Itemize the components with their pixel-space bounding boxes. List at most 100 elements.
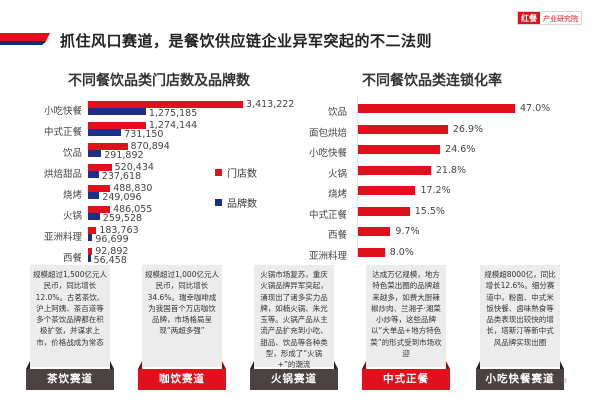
chain-rate-value: 47.0%: [520, 103, 551, 114]
left-chart-row: 烧烤 488,830 249,096: [0, 184, 300, 205]
card-label: 中式正餐: [362, 369, 450, 390]
right-chart-row: 西餐 9.7%: [300, 225, 600, 245]
chain-rate-value: 15.5%: [414, 205, 445, 217]
legend-item-brands: 品牌数: [215, 195, 257, 210]
sector-card: 规模超过1,000亿元人民币，同比增长34.6%。瑞幸咖啡成为我国首个万店咖饮品…: [138, 265, 226, 390]
store-count-value: 870,894: [130, 141, 170, 152]
card-label: 火锅赛道: [250, 369, 338, 390]
category-label: 亚洲料理: [43, 232, 82, 243]
sector-card: 规模超过1,500亿元人民币，同比增长12.0%。古茗茶饮、沪上阿姨、茶百道等多…: [26, 265, 114, 390]
chain-rate-value: 26.9%: [452, 123, 484, 135]
chain-rate-bar: [358, 104, 515, 113]
card-description: 达成万亿规模，地方特色菜出圈的品牌越来越多，如费大厨辣椒炒肉、兰湘子·湘菜小炒等…: [366, 265, 446, 367]
card-description: 规模超过1,500亿元人民币，同比增长12.0%。古茗茶饮、沪上阿姨、茶百道等多…: [30, 265, 110, 367]
store-count-value: 183,763: [99, 225, 139, 236]
legend-swatch-red: [215, 169, 222, 176]
category-label: 小吃快餐: [43, 106, 82, 117]
store-count-bar: [88, 164, 112, 171]
brand-count-value: 249,096: [102, 192, 142, 203]
store-count-bar: [88, 206, 111, 213]
right-chart-axis: [357, 95, 358, 257]
sector-card: 达成万亿规模，地方特色菜出圈的品牌越来越多，如费大厨辣椒炒肉、兰湘子·湘菜小炒等…: [362, 265, 450, 390]
category-label: 面包烘焙: [308, 127, 347, 139]
brand-count-value: 56,458: [93, 255, 127, 266]
right-chart-row: 中式正餐 15.5%: [300, 205, 600, 225]
chain-rate-value: 8.0%: [389, 246, 414, 258]
card-description: 规模超过1,000亿元人民币，同比增长34.6%。瑞幸咖啡成为我国首个万店咖饮品…: [142, 265, 222, 367]
category-label: 西餐: [62, 253, 82, 264]
right-chart-row: 小吃快餐 24.6%: [300, 143, 600, 163]
page-title: 抓住风口赛道，是餐饮供应链企业异军突起的不二法则: [60, 32, 433, 50]
store-count-bar: [88, 143, 128, 150]
store-count-bar: [88, 248, 93, 255]
brand-count-value: 731,150: [124, 129, 164, 140]
left-chart-row: 亚洲料理 183,763 96,699: [0, 226, 300, 247]
store-count-value: 3,413,222: [246, 99, 295, 110]
category-label: 中式正餐: [308, 209, 347, 221]
store-count-value: 486,055: [113, 204, 153, 215]
chain-rate-value: 21.8%: [435, 164, 466, 176]
legend-label: 门店数: [227, 169, 257, 180]
chain-rate-value: 24.6%: [445, 144, 476, 155]
legend-item-stores: 门店数: [215, 165, 257, 180]
logo: 红餐 产业研究院: [517, 11, 582, 25]
store-count-value: 488,830: [113, 183, 153, 194]
brand-count-value: 1,275,185: [148, 108, 198, 119]
store-count-bar: [88, 227, 97, 234]
right-chart-title: 不同餐饮品类连锁化率: [362, 73, 502, 89]
brand-count-bar: [88, 255, 91, 262]
chain-rate-value: 9.7%: [395, 226, 420, 237]
chain-rate-bar: [358, 186, 416, 195]
left-chart-row: 西餐 92,892 56,458: [0, 247, 300, 268]
category-label: 火锅: [327, 168, 347, 180]
left-chart-title: 不同餐饮品类门店数及品牌数: [68, 73, 250, 89]
card-fold-right: [560, 361, 564, 369]
right-chart-row: 亚洲料理 8.0%: [300, 246, 600, 266]
card-description: 火锅市场复苏，重庆火锅品牌异军突起，涌现出了诸多实力品牌，如楠火锅、朱光玉等。火…: [254, 265, 334, 369]
right-chart-row: 饮品 47.0%: [300, 102, 600, 122]
card-fold-left: [26, 361, 30, 369]
right-chart-row: 面包烘焙 26.9%: [300, 123, 600, 143]
store-count-bar: [88, 101, 243, 108]
chain-rate-value: 17.2%: [420, 185, 451, 196]
card-label: 小吃快餐赛道: [476, 369, 564, 390]
card-description: 规模超8000亿，同比增长12.6%。细分赛道中，粉面、中式米饭快餐、卤味熟食等…: [480, 265, 560, 367]
logo-mark: 红餐: [518, 12, 540, 24]
category-label: 小吃快餐: [308, 148, 347, 159]
card-fold-right: [222, 361, 226, 369]
category-label: 饮品: [62, 148, 82, 159]
logo-text: 产业研究院: [540, 12, 581, 24]
left-chart-row: 小吃快餐 3,413,222 1,275,185: [0, 100, 300, 121]
right-chart-row: 火锅 21.8%: [300, 164, 600, 184]
legend-label: 品牌数: [227, 199, 257, 210]
chain-rate-bar: [358, 206, 410, 216]
brand-count-bar: [88, 171, 99, 178]
store-count-value: 92,892: [95, 246, 129, 257]
store-count-value: 1,274,144: [148, 120, 198, 131]
brand-count-bar: [88, 192, 100, 199]
chain-rate-bar: [358, 165, 431, 175]
brand-count-bar: [88, 234, 93, 241]
category-label: 烧烤: [327, 189, 347, 200]
card-fold-right: [110, 361, 114, 369]
left-chart-row: 饮品 870,894 291,892: [0, 142, 300, 163]
category-label: 火锅: [62, 211, 82, 222]
category-label: 西餐: [327, 230, 347, 241]
store-count-value: 520,434: [114, 162, 154, 173]
category-label: 烧烤: [62, 190, 82, 201]
category-label: 中式正餐: [43, 127, 82, 138]
card-fold-left: [250, 361, 254, 369]
page-number: 3: [563, 378, 567, 385]
header-decoration: [0, 33, 50, 46]
card-fold-left: [476, 361, 480, 369]
category-label: 亚洲料理: [308, 250, 347, 262]
chain-rate-bar: [358, 124, 448, 134]
store-count-bar: [88, 122, 146, 129]
card-fold-right: [446, 361, 450, 369]
left-chart-legend: 门店数 品牌数: [215, 165, 257, 225]
brand-count-bar: [88, 150, 102, 157]
brand-count-value: 259,528: [102, 213, 143, 224]
card-fold-left: [138, 361, 142, 369]
brand-count-value: 237,618: [101, 171, 142, 182]
brand-count-bar: [88, 108, 146, 115]
